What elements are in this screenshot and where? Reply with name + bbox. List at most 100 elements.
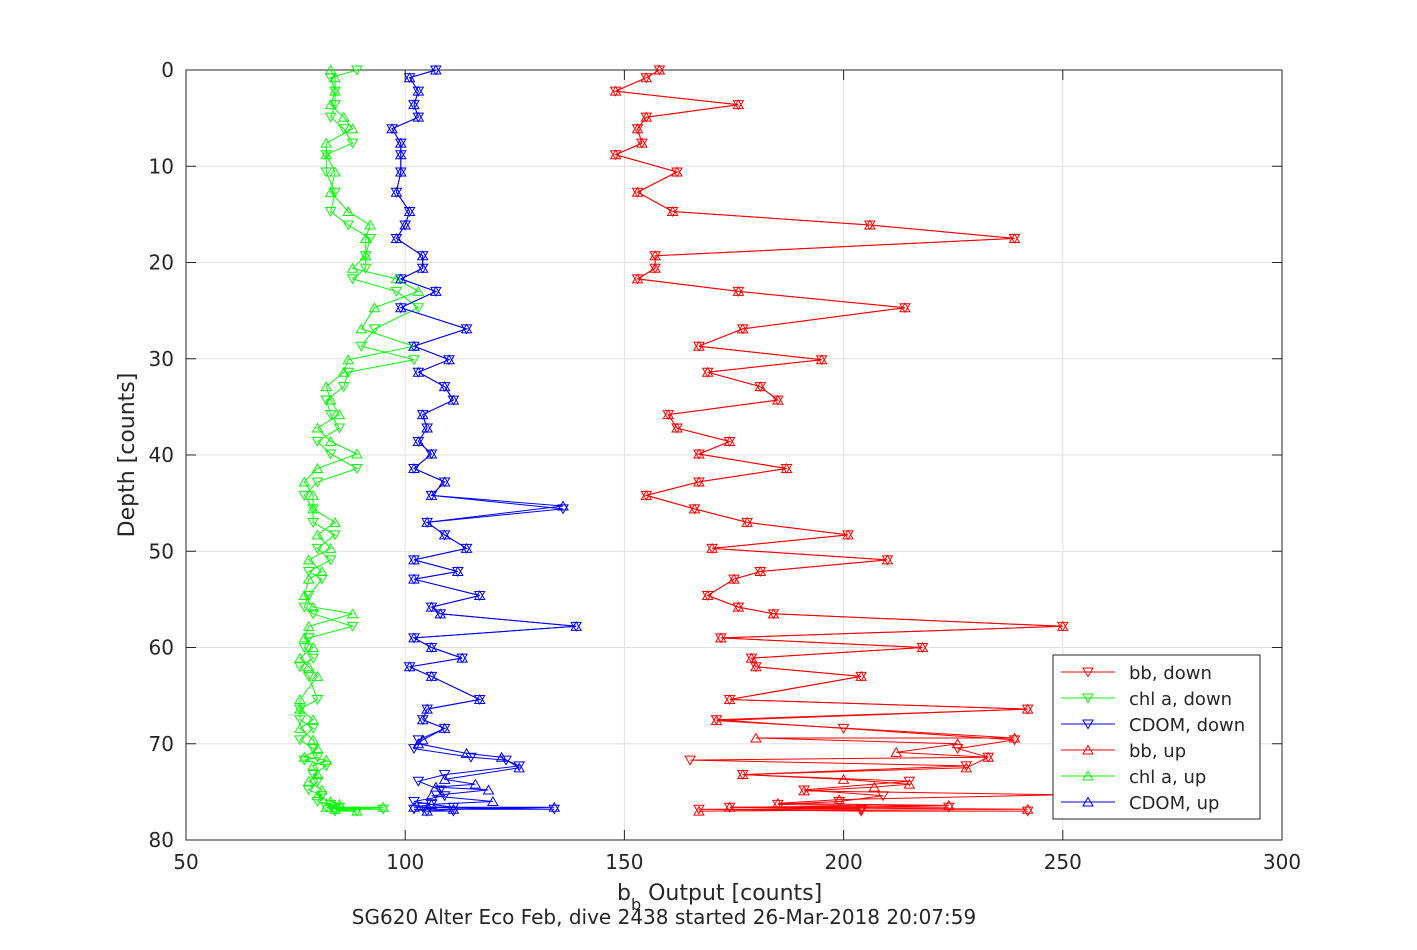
data-point-marker: [311, 670, 324, 681]
y-tick-label: 10: [149, 154, 174, 178]
legend-marker: [1082, 667, 1094, 678]
data-point-marker: [364, 219, 377, 230]
data-point-marker: [412, 285, 425, 296]
data-point-marker: [316, 791, 328, 802]
data-point-marker: [337, 366, 350, 377]
data-point-marker: [487, 796, 499, 806]
data-point-marker: [412, 776, 425, 787]
data-point-marker: [425, 489, 438, 500]
data-point-marker: [324, 555, 337, 566]
data-point-marker: [302, 661, 315, 672]
data-point-marker: [736, 769, 749, 780]
data-point-marker: [942, 799, 955, 810]
data-point-marker: [430, 64, 442, 75]
data-point-marker: [302, 554, 315, 565]
data-point-marker: [416, 250, 429, 261]
x-axis-label: bb Output [counts]: [617, 881, 822, 914]
data-point-marker: [320, 761, 333, 772]
legend-entry: bb, up: [1061, 741, 1186, 762]
data-point-marker: [684, 755, 697, 766]
data-point-marker: [324, 394, 337, 405]
data-point-marker: [1008, 735, 1021, 746]
data-point-marker: [750, 732, 762, 743]
figure-caption: SG620 Alter Eco Feb, dive 2438 started 2…: [352, 905, 976, 929]
data-point-marker: [346, 123, 359, 134]
data-point-marker: [710, 715, 723, 726]
data-point-marker: [903, 778, 916, 789]
data-point-marker: [337, 382, 350, 393]
data-point-marker: [557, 504, 569, 515]
data-point-marker: [833, 794, 846, 805]
data-point-marker: [732, 285, 745, 296]
data-point-marker: [408, 340, 420, 351]
data-point-marker: [421, 422, 433, 433]
data-point-marker: [767, 608, 780, 619]
data-point-marker: [394, 166, 407, 177]
data-point-marker: [342, 220, 355, 231]
data-point-marker: [1008, 732, 1021, 743]
data-point-marker: [311, 743, 324, 754]
data-point-marker: [723, 436, 736, 447]
data-point-marker: [342, 367, 355, 378]
data-point-marker: [951, 738, 964, 749]
data-point-marker: [754, 565, 767, 576]
data-point-marker: [403, 72, 416, 83]
data-point-marker: [294, 715, 306, 726]
data-point-marker: [329, 803, 341, 814]
data-point-marker: [324, 799, 337, 810]
y-tick-label: 70: [149, 732, 174, 756]
data-point-marker: [394, 149, 407, 160]
legend-entry: chl a, down: [1061, 689, 1232, 710]
data-point-marker: [798, 785, 811, 796]
x-axis-label-sub: b: [631, 895, 641, 914]
data-point-marker: [359, 250, 372, 261]
series-line: [613, 69, 1063, 812]
data-point-marker: [307, 609, 320, 620]
data-point-marker: [780, 462, 793, 473]
x-tick-label: 50: [173, 850, 198, 874]
data-point-marker: [482, 784, 495, 795]
data-point-marker: [421, 703, 433, 714]
data-point-marker: [438, 773, 451, 784]
data-point-marker: [412, 85, 425, 96]
data-point-marker: [771, 799, 784, 810]
x-axis-label-main: b: [617, 881, 631, 906]
data-point-marker: [416, 734, 429, 745]
data-point-marker: [311, 752, 324, 763]
data-point-marker: [403, 661, 416, 672]
data-point-marker: [425, 790, 438, 801]
data-point-marker: [609, 85, 622, 96]
data-point-marker: [307, 770, 320, 781]
data-point-marker: [346, 608, 359, 619]
data-point-marker: [671, 166, 683, 177]
data-point-marker: [460, 747, 473, 758]
data-point-marker: [311, 477, 324, 488]
legend: bb, down chl a, down CDOM, down bb, up chl a…: [1052, 654, 1261, 820]
data-point-marker: [693, 448, 705, 459]
data-point-marker: [412, 436, 425, 447]
legend-label: bb, down: [1129, 663, 1212, 684]
data-point-marker: [469, 778, 482, 789]
data-point-marker: [714, 632, 727, 643]
data-point-marker: [693, 476, 705, 487]
data-point-marker: [320, 395, 333, 406]
data-point-marker: [311, 422, 324, 433]
series-3: [609, 64, 1069, 816]
data-point-marker: [346, 262, 359, 273]
data-point-marker: [425, 448, 438, 459]
y-tick-label: 30: [149, 347, 174, 371]
data-point-marker: [723, 693, 736, 704]
data-point-marker: [311, 462, 324, 473]
data-point-marker: [294, 722, 306, 733]
data-point-marker: [307, 601, 320, 612]
data-point-marker: [736, 323, 749, 334]
data-point-marker: [631, 123, 644, 134]
data-point-marker: [754, 381, 767, 392]
legend-entry: chl a, up: [1061, 767, 1206, 788]
data-point-marker: [298, 632, 311, 643]
data-point-marker: [425, 642, 438, 652]
data-point-marker: [443, 354, 455, 365]
data-point-marker: [329, 100, 341, 111]
series-group: [294, 64, 1069, 817]
